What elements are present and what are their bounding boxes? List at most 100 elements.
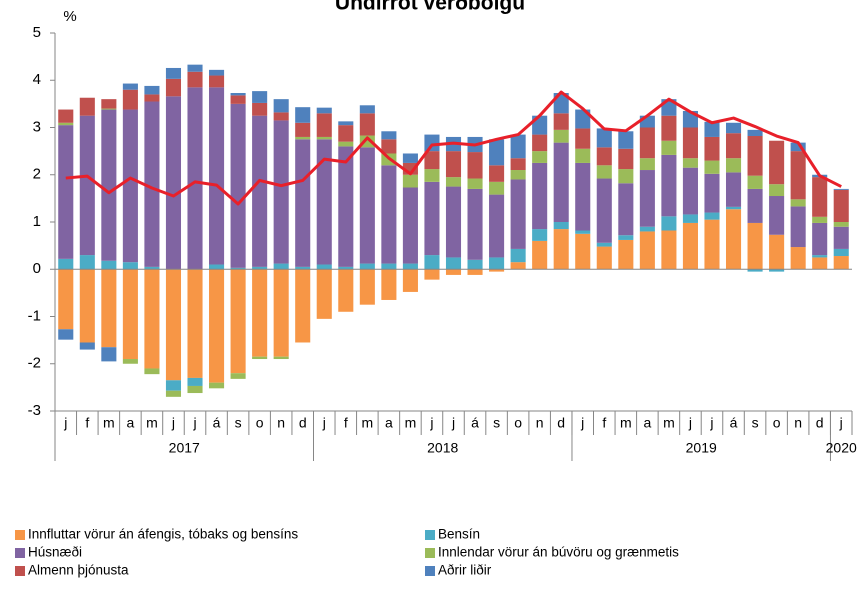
bar-segment bbox=[639, 127, 655, 159]
x-tick-label: m bbox=[405, 415, 417, 431]
x-tick-label: j bbox=[192, 415, 196, 431]
bar-segment bbox=[510, 170, 526, 180]
bar-segment bbox=[209, 75, 225, 88]
bar-segment bbox=[58, 109, 74, 123]
bar-segment bbox=[790, 142, 806, 152]
bar-segment bbox=[79, 255, 95, 270]
bar-segment bbox=[295, 266, 311, 270]
bar-segment bbox=[402, 187, 418, 264]
x-tick-label: f bbox=[602, 415, 606, 431]
bar-segment bbox=[424, 134, 440, 152]
bar-segment bbox=[833, 222, 849, 227]
bar-segment bbox=[769, 269, 785, 272]
bar-segment bbox=[338, 121, 354, 126]
bar-segment bbox=[575, 230, 591, 234]
x-tick-label: j bbox=[688, 415, 692, 431]
bar-segment bbox=[338, 266, 354, 270]
legend-swatch bbox=[425, 530, 435, 540]
bar-segment bbox=[359, 147, 375, 264]
bar-segment bbox=[122, 109, 138, 263]
bar-segment bbox=[682, 222, 698, 270]
bar-segment bbox=[101, 109, 117, 261]
bar-segment bbox=[122, 269, 138, 360]
y-tick-label: 2 bbox=[33, 166, 41, 183]
x-tick-label: s bbox=[752, 415, 759, 431]
legend-swatch bbox=[15, 566, 25, 576]
y-tick-label: 3 bbox=[33, 118, 41, 135]
bar-segment bbox=[101, 108, 117, 110]
bar-segment bbox=[122, 359, 138, 364]
bar-segment bbox=[295, 107, 311, 123]
bar-segment bbox=[833, 226, 849, 249]
bar-segment bbox=[553, 142, 569, 222]
bar-segment bbox=[252, 115, 268, 267]
bar-segment bbox=[639, 115, 655, 128]
bar-segment bbox=[596, 147, 612, 166]
bar-segment bbox=[122, 262, 138, 270]
bar-segment bbox=[769, 140, 785, 185]
bar-segment bbox=[596, 128, 612, 148]
bar-segment bbox=[316, 139, 332, 265]
bar-segment bbox=[682, 214, 698, 223]
bar-segment bbox=[338, 141, 354, 147]
bar-segment bbox=[575, 233, 591, 270]
bar-segment bbox=[639, 226, 655, 232]
bar-segment bbox=[316, 107, 332, 114]
bar-segment bbox=[338, 269, 354, 312]
bar-segment bbox=[58, 269, 74, 330]
bar-segment bbox=[79, 115, 95, 256]
x-tick-label: o bbox=[514, 415, 522, 431]
bar-segment bbox=[58, 258, 74, 270]
bar-segment bbox=[790, 199, 806, 207]
bar-segment bbox=[747, 175, 763, 189]
year-label: 2017 bbox=[169, 440, 200, 456]
x-tick-label: á bbox=[471, 415, 479, 431]
legend-label: Aðrir liðir bbox=[438, 563, 492, 578]
x-tick-label: j bbox=[839, 415, 843, 431]
bar-segment bbox=[489, 257, 505, 270]
x-tick-label: n bbox=[794, 415, 802, 431]
bar-segment bbox=[165, 67, 182, 79]
x-tick-label: j bbox=[322, 415, 326, 431]
bar-segment bbox=[381, 263, 397, 270]
bar-segment bbox=[187, 377, 203, 386]
y-tick-label: 4 bbox=[33, 71, 41, 88]
bar-segment bbox=[295, 269, 311, 343]
bar-segment bbox=[316, 113, 332, 137]
bar-segment bbox=[553, 229, 569, 270]
bar-segment bbox=[402, 153, 418, 163]
bar-segment bbox=[790, 247, 806, 270]
bar-segment bbox=[618, 183, 634, 236]
bar-segment bbox=[338, 125, 354, 142]
bar-segment bbox=[747, 222, 763, 270]
x-tick-label: d bbox=[557, 415, 565, 431]
x-tick-label: j bbox=[63, 415, 67, 431]
bar-segment bbox=[230, 269, 246, 374]
bar-segment bbox=[510, 134, 526, 159]
bar-segment bbox=[467, 259, 483, 270]
bar-segment bbox=[467, 178, 483, 189]
bar-segment bbox=[596, 246, 612, 270]
bar-segment bbox=[101, 260, 117, 270]
bar-segment bbox=[445, 151, 462, 178]
x-tick-label: d bbox=[299, 415, 307, 431]
year-label: 2018 bbox=[427, 440, 458, 456]
bar-segment bbox=[144, 266, 160, 270]
bar-segment bbox=[833, 188, 849, 190]
bar-segment bbox=[144, 269, 160, 369]
bar-segment bbox=[682, 158, 698, 168]
bar-segment bbox=[252, 356, 268, 360]
legend-label: Almenn þjónusta bbox=[28, 563, 129, 578]
bar-segment bbox=[596, 165, 612, 179]
bar-segment bbox=[209, 269, 225, 383]
bar-segment bbox=[553, 129, 569, 143]
bar-segment bbox=[467, 152, 483, 179]
y-tick-label: -1 bbox=[28, 307, 41, 324]
x-tick-label: n bbox=[536, 415, 544, 431]
bar-segment bbox=[833, 256, 849, 270]
bar-segment bbox=[144, 85, 160, 95]
bar-segment bbox=[445, 269, 462, 275]
bar-segment bbox=[489, 181, 505, 195]
bar-segment bbox=[661, 140, 677, 155]
